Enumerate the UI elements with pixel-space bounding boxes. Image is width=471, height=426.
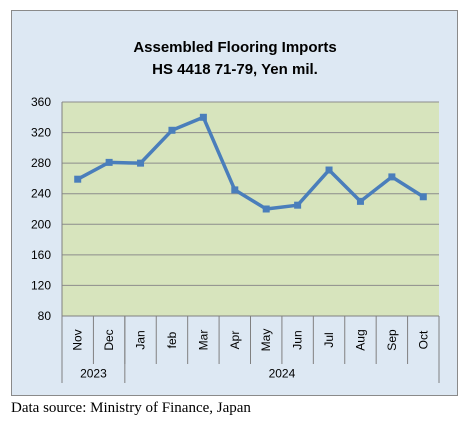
series-line bbox=[75, 115, 426, 211]
x-group-label: 2023 bbox=[80, 367, 107, 381]
x-tick-label: Dec bbox=[102, 329, 116, 350]
data-point bbox=[231, 186, 239, 194]
y-tick-label: 80 bbox=[38, 309, 52, 323]
y-tick-label: 240 bbox=[31, 187, 51, 201]
data-point bbox=[419, 193, 427, 201]
data-point bbox=[199, 113, 207, 121]
data-point bbox=[388, 173, 396, 181]
x-tick-label: Sep bbox=[385, 329, 399, 351]
x-tick-label: Jun bbox=[291, 330, 305, 349]
x-tick-label: Oct bbox=[416, 330, 430, 349]
x-group-label: 2024 bbox=[269, 367, 296, 381]
plot-area bbox=[62, 102, 439, 316]
y-tick-label: 360 bbox=[31, 95, 51, 109]
x-tick-label: Nov bbox=[71, 329, 85, 350]
y-tick-label: 160 bbox=[31, 248, 51, 262]
series-line-group bbox=[74, 113, 427, 213]
data-source-note: Data source: Ministry of Finance, Japan bbox=[11, 400, 251, 416]
y-tick-label: 280 bbox=[31, 156, 51, 170]
data-point bbox=[137, 159, 145, 167]
y-axis-ticks: 80 120 160 200 240 280 320 360 bbox=[31, 95, 63, 323]
x-tick-label: Jan bbox=[134, 330, 148, 349]
y-tick-label: 200 bbox=[31, 217, 51, 231]
x-tick-label: Mar bbox=[196, 330, 210, 351]
data-point bbox=[105, 158, 113, 166]
data-point bbox=[356, 197, 364, 205]
data-point bbox=[168, 126, 176, 134]
data-point bbox=[74, 175, 82, 183]
data-point bbox=[294, 201, 302, 209]
chart-title-line-1: Assembled Flooring Imports bbox=[133, 39, 336, 56]
x-tick-label: Apr bbox=[228, 331, 242, 350]
x-tick-label: feb bbox=[165, 331, 179, 348]
chart-title-line-2: HS 4418 71-79, Yen mil. bbox=[152, 61, 318, 78]
x-tick-label: Jul bbox=[322, 332, 336, 347]
data-point bbox=[325, 166, 333, 174]
y-tick-label: 120 bbox=[31, 278, 51, 292]
x-tick-label: Aug bbox=[353, 329, 367, 350]
y-tick-label: 320 bbox=[31, 126, 51, 140]
x-axis: Nov Dec Jan feb Mar Apr May Jun Jul Aug Sep Oct 2023… bbox=[61, 315, 440, 383]
data-point bbox=[262, 205, 270, 213]
chart-area: Assembled Flooring Imports HS 4418 71-79… bbox=[11, 10, 458, 396]
x-tick-label: May bbox=[259, 329, 273, 352]
line-chart: Assembled Flooring Imports HS 4418 71-79… bbox=[31, 39, 440, 383]
